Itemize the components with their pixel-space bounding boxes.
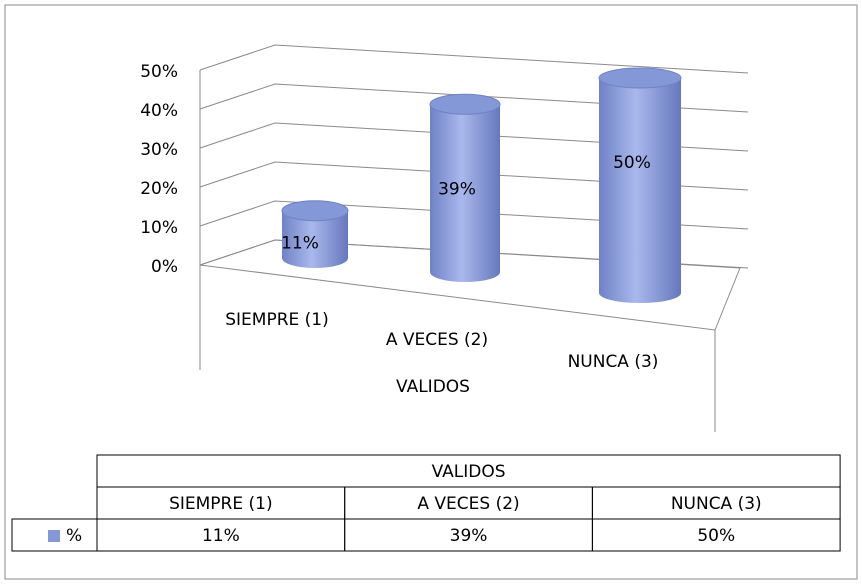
y-tick-label: 40% (140, 101, 178, 121)
legend-swatch (48, 530, 60, 542)
grid-line (199, 44, 749, 74)
grid-line (199, 161, 749, 191)
y-tick-label: 20% (140, 179, 178, 199)
y-tick-label: 10% (140, 218, 178, 238)
cylinder (430, 104, 500, 282)
x-tick-label: NUNCA (3) (568, 352, 659, 372)
grid-line (199, 122, 749, 152)
table-value: 39% (450, 526, 488, 546)
cylinder-top (281, 200, 349, 222)
data-label: 39% (438, 179, 476, 199)
table-category: A VECES (2) (417, 494, 519, 514)
data-label: 11% (281, 234, 319, 254)
table-category: SIEMPRE (1) (169, 494, 273, 514)
legend-label: % (66, 526, 82, 546)
table-value: 11% (202, 526, 240, 546)
y-tick-label: 30% (140, 140, 178, 160)
axis-title: VALIDOS (396, 377, 470, 397)
frame (4, 4, 858, 580)
cylinder-top (429, 93, 501, 115)
data-label: 50% (613, 153, 651, 173)
y-tick-label: 50% (140, 62, 178, 82)
x-tick-label: SIEMPRE (1) (225, 310, 329, 330)
x-tick-label: A VECES (2) (386, 330, 488, 350)
grid-line (199, 83, 749, 113)
table-cell (591, 518, 841, 552)
cylinder (282, 210, 348, 268)
table-value: 50% (697, 526, 735, 546)
cylinder-top (598, 67, 682, 89)
table-header: VALIDOS (432, 462, 506, 482)
data-table: VALIDOS% SIEMPRE (1) 11% A VECES (2) 39% NUNC… (11, 454, 841, 552)
y-tick-label: 0% (151, 257, 178, 277)
cylinder (599, 78, 681, 303)
grid-line (199, 239, 749, 269)
table-category: NUNCA (3) (671, 494, 762, 514)
plot: 0% 10% 20% 30% 40% 50% 11% SIEMPRE (1) 39% A VECE… (140, 44, 749, 432)
grid-line (199, 200, 749, 230)
